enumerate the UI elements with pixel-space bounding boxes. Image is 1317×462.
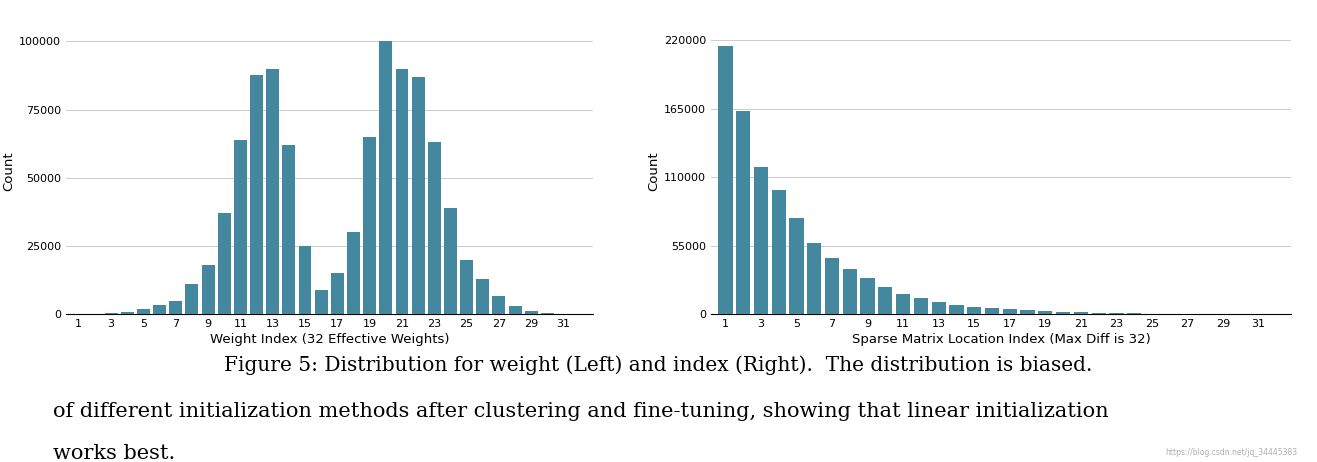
- Bar: [541, 313, 554, 314]
- Bar: [170, 300, 182, 314]
- X-axis label: Weight Index (32 Effective Weights): Weight Index (32 Effective Weights): [209, 333, 449, 346]
- Bar: [315, 290, 328, 314]
- Bar: [234, 140, 246, 314]
- Bar: [460, 260, 473, 314]
- Bar: [250, 75, 263, 314]
- Bar: [896, 294, 910, 314]
- Bar: [346, 232, 360, 314]
- Bar: [950, 305, 964, 314]
- Text: of different initialization methods after clustering and fine-tuning, showing th: of different initialization methods afte…: [53, 402, 1109, 421]
- Bar: [985, 308, 1000, 314]
- Bar: [753, 167, 768, 314]
- Bar: [1092, 313, 1106, 314]
- Bar: [1056, 312, 1071, 314]
- Bar: [282, 145, 295, 314]
- Bar: [524, 311, 537, 314]
- Bar: [299, 246, 312, 314]
- Bar: [266, 69, 279, 314]
- Bar: [860, 278, 874, 314]
- Text: Figure 5: Distribution for weight (Left) and index (Right).  The distribution is: Figure 5: Distribution for weight (Left)…: [224, 356, 1093, 376]
- Bar: [363, 137, 377, 314]
- Text: works best.: works best.: [53, 444, 175, 462]
- Bar: [807, 243, 822, 314]
- Bar: [1109, 313, 1123, 314]
- Bar: [1002, 309, 1017, 314]
- Bar: [395, 69, 408, 314]
- Bar: [444, 208, 457, 314]
- Bar: [217, 213, 230, 314]
- Bar: [843, 269, 857, 314]
- Bar: [772, 189, 786, 314]
- Bar: [1021, 310, 1035, 314]
- Bar: [477, 279, 489, 314]
- Bar: [331, 273, 344, 314]
- Bar: [153, 304, 166, 314]
- Bar: [508, 306, 522, 314]
- Bar: [121, 312, 134, 314]
- X-axis label: Sparse Matrix Location Index (Max Diff is 32): Sparse Matrix Location Index (Max Diff i…: [852, 333, 1150, 346]
- Bar: [931, 302, 946, 314]
- Bar: [1038, 311, 1052, 314]
- Bar: [824, 258, 839, 314]
- Bar: [718, 46, 732, 314]
- Bar: [428, 142, 441, 314]
- Bar: [914, 298, 928, 314]
- Bar: [878, 287, 893, 314]
- Bar: [379, 42, 392, 314]
- Bar: [186, 284, 199, 314]
- Y-axis label: Count: Count: [647, 151, 660, 191]
- Text: https://blog.csdn.net/jq_34445383: https://blog.csdn.net/jq_34445383: [1166, 449, 1297, 457]
- Bar: [736, 111, 751, 314]
- Bar: [1127, 313, 1142, 314]
- Bar: [1073, 312, 1088, 314]
- Y-axis label: Count: Count: [1, 151, 14, 191]
- Bar: [967, 307, 981, 314]
- Bar: [493, 297, 506, 314]
- Bar: [104, 313, 117, 314]
- Bar: [412, 77, 424, 314]
- Bar: [137, 309, 150, 314]
- Bar: [202, 265, 215, 314]
- Bar: [789, 218, 803, 314]
